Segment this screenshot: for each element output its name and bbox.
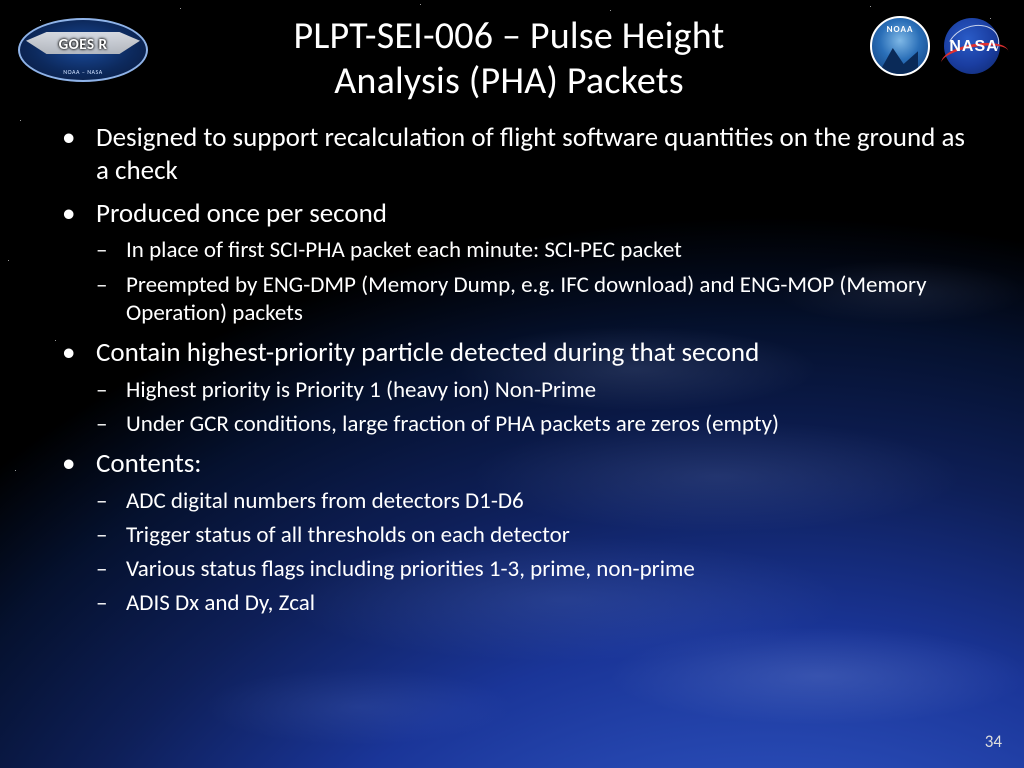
goesr-logo-text: GOES R — [18, 36, 148, 54]
bullet-text: Produced once per second — [96, 197, 387, 230]
slide-header: GOES R NOAA – NASA PLPT-SEI-006 – Pulse … — [0, 0, 1024, 104]
sub-bullet-item: Trigger status of all thresholds on each… — [96, 521, 976, 549]
goesr-logo: GOES R NOAA – NASA — [18, 18, 148, 82]
bullet-text: Contain highest-priority particle detect… — [96, 336, 759, 369]
bullet-item: Designed to support recalculation of fli… — [62, 122, 976, 188]
noaa-logo: NOAA — [870, 16, 930, 76]
sub-bullet-item: Under GCR conditions, large fraction of … — [96, 410, 976, 438]
sub-bullet-item: ADC digital numbers from detectors D1-D6 — [96, 487, 976, 515]
bullet-item: Produced once per second In place of firs… — [62, 198, 976, 327]
goesr-logo-subtext: NOAA – NASA — [18, 68, 148, 76]
sub-bullet-item: Various status flags including prioritie… — [96, 555, 976, 583]
agency-logos: NOAA NASA — [870, 16, 1006, 76]
bullet-list-level2: In place of first SCI-PHA packet each mi… — [96, 236, 976, 326]
noaa-logo-text: NOAA — [872, 24, 928, 35]
slide-title: PLPT-SEI-006 – Pulse Height Analysis (PH… — [148, 12, 870, 104]
bullet-list-level2: ADC digital numbers from detectors D1-D6… — [96, 487, 976, 617]
bullet-content: Designed to support recalculation of fli… — [0, 104, 1024, 617]
sub-bullet-item: Preempted by ENG-DMP (Memory Dump, e.g. … — [96, 271, 976, 327]
slide-title-line2: Analysis (PHA) Packets — [156, 59, 862, 104]
bullet-item: Contents: ADC digital numbers from detect… — [62, 448, 976, 617]
nasa-logo: NASA — [942, 18, 1006, 74]
bullet-list-level2: Highest priority is Priority 1 (heavy io… — [96, 376, 976, 438]
slide-title-line1: PLPT-SEI-006 – Pulse Height — [156, 14, 862, 59]
sub-bullet-item: ADIS Dx and Dy, Zcal — [96, 589, 976, 617]
bullet-text: Designed to support recalculation of fli… — [96, 121, 965, 187]
nasa-logo-text: NASA — [942, 38, 1006, 56]
bullet-item: Contain highest-priority particle detect… — [62, 337, 976, 438]
page-number: 34 — [985, 731, 1002, 752]
sub-bullet-item: In place of first SCI-PHA packet each mi… — [96, 236, 976, 264]
bullet-list-level1: Designed to support recalculation of fli… — [62, 122, 976, 617]
bullet-text: Contents: — [96, 447, 202, 480]
sub-bullet-item: Highest priority is Priority 1 (heavy io… — [96, 376, 976, 404]
